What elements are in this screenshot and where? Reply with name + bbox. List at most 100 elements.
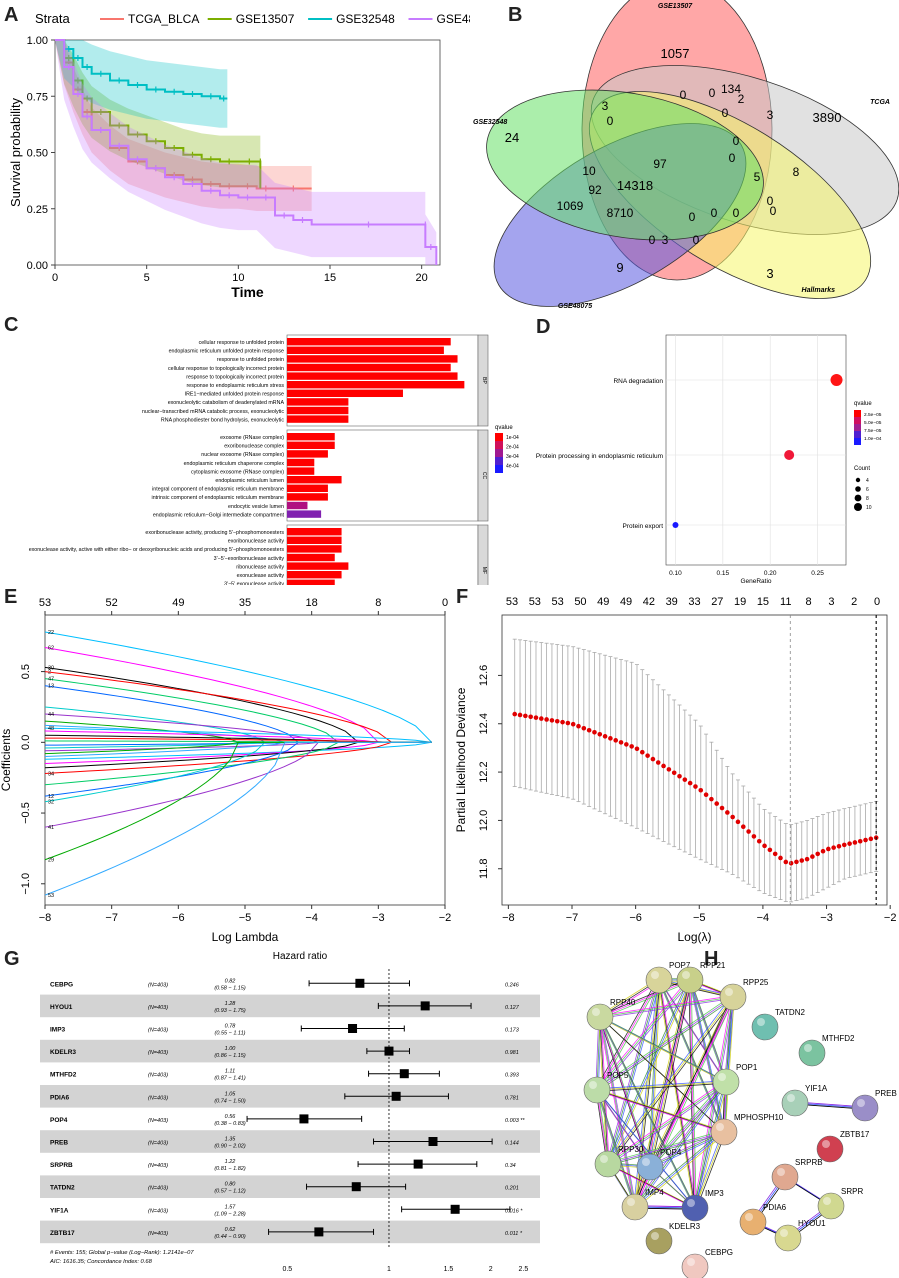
hr-ci: (1.09 − 2.28): [214, 1211, 246, 1217]
go-term-label: endoplasmic reticulum−Golgi intermediate…: [153, 512, 285, 518]
gene-label: SRPRB: [50, 1162, 73, 1169]
x-tick-label: −4: [757, 912, 770, 924]
ppi-edge: [606, 1130, 723, 1164]
path-index-label: 53: [48, 893, 54, 899]
hr-point: [413, 1159, 423, 1169]
p-value: 0.246: [505, 982, 520, 988]
cv-point: [847, 841, 852, 846]
ppi-node-highlight: [682, 971, 690, 979]
go-term-label: exosome (RNase complex): [220, 435, 284, 441]
venn-count: 2: [738, 92, 745, 106]
venn-count: 0: [770, 204, 777, 218]
go-term-label: 3'−5'−exoribonuclease activity: [214, 556, 285, 562]
ppi-edge: [597, 997, 735, 1092]
y-tick-label: 12.2: [478, 761, 490, 782]
ppi-edge: [597, 1090, 697, 1210]
venn-count: 1069: [557, 199, 584, 213]
venn-count: 5: [754, 170, 761, 184]
top-tick-label: 3: [828, 596, 834, 608]
gene-label: MTHFD2: [50, 1072, 77, 1079]
panel-label-d: D: [536, 316, 551, 338]
ppi-node-highlight: [777, 1168, 785, 1176]
ppi-node: [816, 1135, 844, 1163]
ppi-node-highlight: [642, 1158, 650, 1166]
cv-point: [687, 780, 693, 786]
go-bar: [287, 571, 342, 579]
y-tick-label: 0.00: [27, 260, 48, 272]
top-tick-label: 49: [620, 596, 632, 608]
coef-path-1: [44, 647, 432, 743]
venn-count: 0: [722, 106, 729, 120]
ppi-edge: [595, 1080, 725, 1090]
cv-point: [810, 854, 815, 859]
legend-color: [495, 465, 503, 473]
p-value: 0.393: [505, 1073, 520, 1079]
coef-path-10: [44, 727, 432, 743]
ppi-node-label: MTHFD2: [822, 1034, 855, 1043]
n-label: (N=403): [148, 1141, 168, 1147]
path-index-label: 29: [48, 858, 54, 864]
ppi-edge: [606, 1162, 694, 1208]
go-term-label: exoribonuclease activity: [228, 539, 285, 545]
top-tick-label: 53: [529, 596, 541, 608]
go-term-label: ribonuclease activity: [236, 564, 284, 570]
cv-point: [762, 843, 767, 849]
top-tick-label: 35: [239, 597, 251, 609]
path-index-label: 44: [48, 712, 54, 718]
top-tick-label: 53: [552, 596, 564, 608]
p-value: 0.201: [505, 1186, 519, 1192]
coef-path-24: [44, 741, 432, 786]
ppi-node-label: RPP21: [700, 961, 726, 970]
go-bar: [287, 398, 349, 406]
coef-path-11: [44, 730, 432, 743]
ppi-edge: [597, 1091, 637, 1209]
x-tick-label: 10: [232, 272, 244, 284]
ppi-edge: [724, 998, 735, 1134]
legend-color: [854, 431, 861, 438]
go-bar: [287, 441, 335, 449]
top-tick-label: 49: [172, 597, 184, 609]
go-term-label: endoplasmic reticulum lumen: [215, 478, 284, 484]
x-tick-label: 0.15: [717, 570, 730, 577]
ppi-node-label: CEBPG: [705, 1248, 733, 1257]
coef-path-26: [44, 741, 432, 803]
ppi-node-label: TATDN2: [775, 1008, 805, 1017]
ppi-edge: [598, 1015, 725, 1082]
x-tick-label: −4: [305, 912, 318, 924]
venn-count: 3: [662, 233, 669, 247]
ppi-node-highlight: [745, 1213, 753, 1221]
coef-path-28: [44, 741, 432, 861]
coef-path-27: [44, 741, 432, 828]
legend-q-tick: 1.0e−04: [864, 436, 882, 442]
cv-point: [528, 714, 533, 720]
y-tick-label: 11.8: [478, 858, 490, 879]
hr-point: [384, 1046, 394, 1056]
go-bar: [287, 501, 308, 510]
ci-band-2: [55, 40, 228, 128]
go-term-label: response to endoplasmic reticulum stress: [187, 383, 285, 389]
x-tick-label: 0.10: [669, 570, 682, 577]
ppi-edge: [596, 1081, 727, 1091]
coef-path-8: [44, 720, 432, 743]
x-tick-label: −2: [439, 912, 452, 924]
cv-point: [767, 847, 773, 853]
go-bar: [287, 579, 335, 585]
hr-ci: (0.57 − 1.12): [214, 1189, 246, 1195]
hr-point: [355, 978, 365, 988]
cv-point: [799, 858, 805, 863]
venn-set-label-1: TCGA: [870, 99, 890, 106]
go-bar: [287, 381, 465, 389]
p-value: 0.016 *: [505, 1208, 523, 1214]
ppi-node-highlight: [627, 1198, 635, 1206]
panel-label-b: B: [508, 4, 523, 26]
venn-count: 0: [689, 210, 696, 224]
cv-point: [778, 855, 783, 861]
forest-footer-1: # Events: 155; Global p−value (Log−Rank)…: [50, 1250, 194, 1256]
legend-count-dot: [854, 494, 862, 502]
cv-point: [581, 725, 587, 731]
facet-strip-label: MF: [481, 567, 487, 574]
ppi-edge: [649, 1131, 725, 1168]
ppi-edge: [635, 1082, 728, 1209]
top-tick-label: 53: [506, 596, 518, 608]
hr-point: [348, 1024, 358, 1033]
